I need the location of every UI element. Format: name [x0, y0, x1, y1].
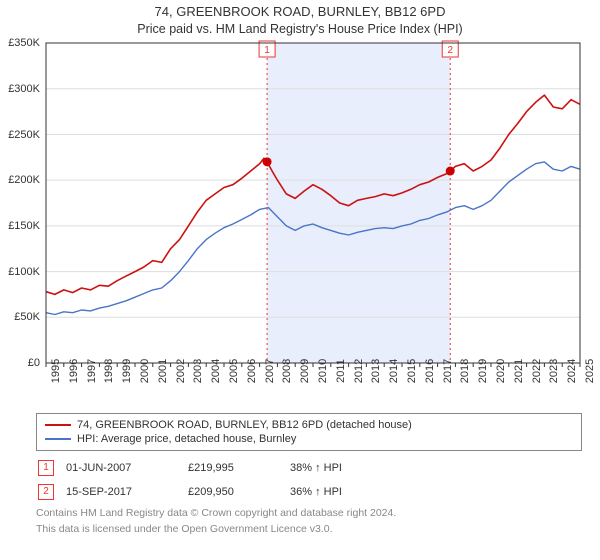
marker-badge-2: 2 — [38, 484, 54, 500]
marker-badge-1: 1 — [38, 460, 54, 476]
legend-swatch — [45, 424, 71, 426]
table-row: 2 15-SEP-2017 £209,950 36% ↑ HPI — [38, 481, 352, 503]
price-paid-table: 1 01-JUN-2007 £219,995 38% ↑ HPI 2 15-SE… — [36, 455, 354, 505]
legend-label: 74, GREENBROOK ROAD, BURNLEY, BB12 6PD (… — [77, 419, 412, 431]
sale-date: 01-JUN-2007 — [66, 457, 186, 479]
x-axis-label: 2007 — [264, 359, 276, 383]
y-axis-label: £350K — [0, 37, 40, 49]
legend-swatch — [45, 438, 71, 440]
x-axis-label: 2020 — [495, 359, 507, 383]
x-axis-label: 2011 — [335, 359, 347, 383]
x-axis-label: 1996 — [68, 359, 80, 383]
table-row: 1 01-JUN-2007 £219,995 38% ↑ HPI — [38, 457, 352, 479]
x-axis-label: 1998 — [103, 359, 115, 383]
x-axis-label: 2017 — [442, 359, 454, 383]
chart-subtitle: Price paid vs. HM Land Registry's House … — [0, 21, 600, 39]
svg-text:2: 2 — [447, 45, 453, 56]
chart-title-address: 74, GREENBROOK ROAD, BURNLEY, BB12 6PD — [0, 0, 600, 21]
svg-text:1: 1 — [264, 45, 270, 56]
y-axis-label: £250K — [0, 129, 40, 141]
price-chart: 1 2 £0 £50K £100K £150K £200K £250K £300K £350K 19… — [0, 39, 600, 407]
y-axis-label: £150K — [0, 220, 40, 232]
x-axis-label: 2024 — [566, 359, 578, 383]
x-axis-label: 1997 — [86, 359, 98, 383]
legend-item-property: 74, GREENBROOK ROAD, BURNLEY, BB12 6PD (… — [45, 418, 573, 432]
x-axis-label: 2002 — [175, 359, 187, 383]
x-axis-label: 2008 — [281, 359, 293, 383]
footnote-copyright: Contains HM Land Registry data © Crown c… — [36, 507, 582, 521]
footnote-licence: This data is licensed under the Open Gov… — [36, 523, 582, 537]
x-axis-label: 2016 — [424, 359, 436, 383]
sale-price: £209,950 — [188, 481, 288, 503]
sale-delta: 36% ↑ HPI — [290, 481, 352, 503]
y-axis-label: £200K — [0, 174, 40, 186]
x-axis-label: 2009 — [299, 359, 311, 383]
x-axis-label: 2021 — [513, 359, 525, 383]
x-axis-label: 2014 — [388, 359, 400, 383]
x-axis-label: 2023 — [548, 359, 560, 383]
x-axis-label: 2010 — [317, 359, 329, 383]
x-axis-label: 2004 — [210, 359, 222, 383]
x-axis-label: 2012 — [353, 359, 365, 383]
legend-label: HPI: Average price, detached house, Burn… — [77, 433, 296, 445]
x-axis-label: 2006 — [246, 359, 258, 383]
x-axis-label: 2005 — [228, 359, 240, 383]
sale-date: 15-SEP-2017 — [66, 481, 186, 503]
x-axis-label: 1999 — [121, 359, 133, 383]
y-axis-label: £100K — [0, 266, 40, 278]
x-axis-label: 2019 — [477, 359, 489, 383]
chart-legend: 74, GREENBROOK ROAD, BURNLEY, BB12 6PD (… — [36, 413, 582, 451]
x-axis-label: 2018 — [459, 359, 471, 383]
x-axis-label: 1995 — [50, 359, 62, 383]
x-axis-label: 2003 — [192, 359, 204, 383]
x-axis-label: 2013 — [370, 359, 382, 383]
x-axis-label: 2022 — [531, 359, 543, 383]
y-axis-label: £0 — [0, 357, 40, 369]
x-axis-label: 2015 — [406, 359, 418, 383]
x-axis-label: 2000 — [139, 359, 151, 383]
y-axis-label: £300K — [0, 83, 40, 95]
x-axis-label: 2001 — [157, 359, 169, 383]
y-axis-label: £50K — [0, 311, 40, 323]
x-axis-label: 2025 — [584, 359, 596, 383]
sale-delta: 38% ↑ HPI — [290, 457, 352, 479]
legend-item-hpi: HPI: Average price, detached house, Burn… — [45, 432, 573, 446]
sale-price: £219,995 — [188, 457, 288, 479]
